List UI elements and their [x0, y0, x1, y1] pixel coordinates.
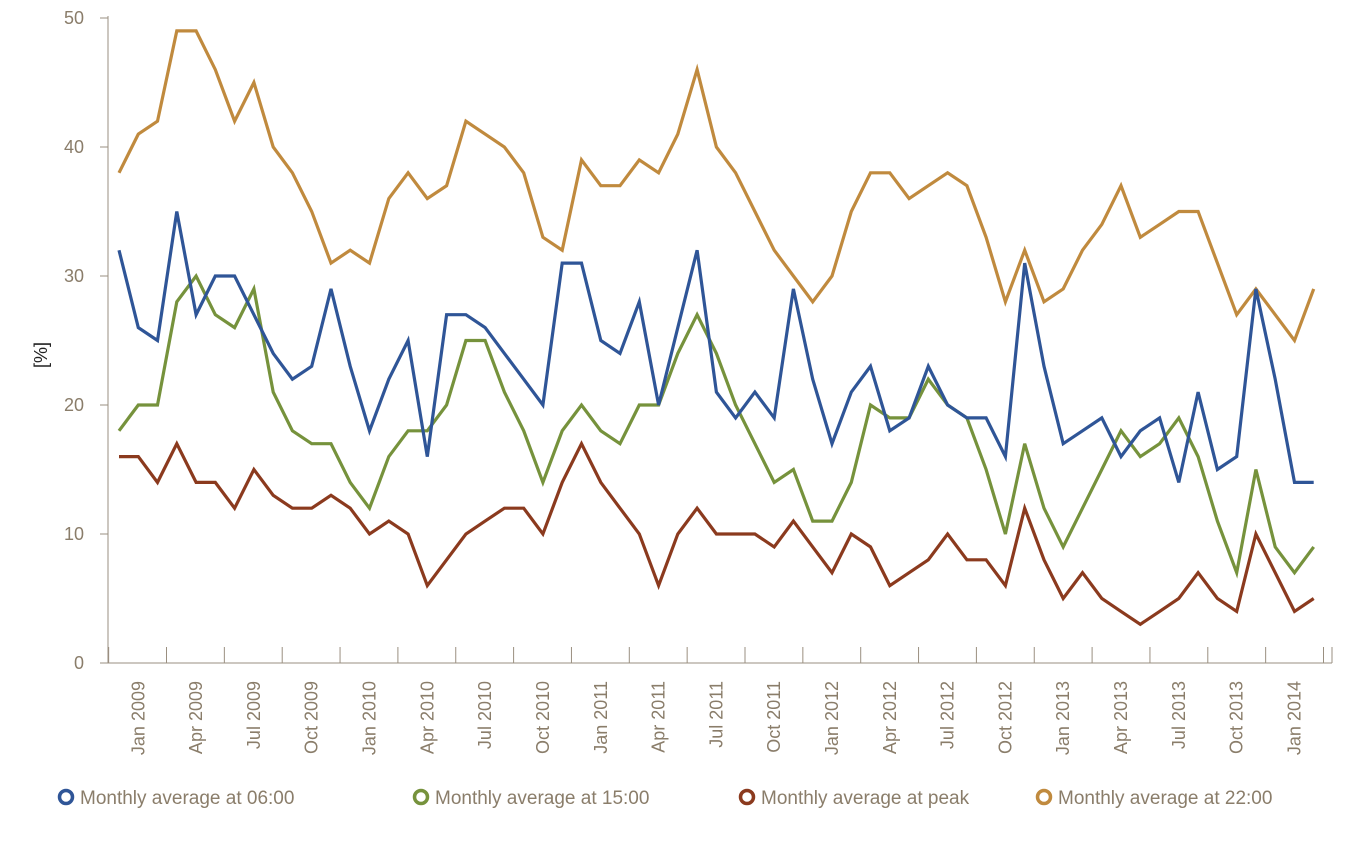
y-tick-label: 0 — [74, 653, 84, 673]
x-tick-label: Jan 2014 — [1284, 681, 1304, 755]
x-axis: Jan 2009 Apr 2009 Jul 2009 Oct 2009 Jan 2010… — [108, 647, 1333, 755]
x-tick-label: Apr 2012 — [880, 681, 900, 754]
x-tick-label: Apr 2011 — [649, 681, 669, 753]
x-tick-label: Jan 2010 — [360, 681, 380, 755]
x-tick-label: Jan 2011 — [591, 681, 611, 754]
legend-label: Monthly average at 22:00 — [1058, 788, 1272, 809]
legend-item: Monthly average at 15:00 — [412, 788, 649, 809]
series-lines — [117, 29, 1316, 627]
legend-item: Monthly average at peak — [738, 788, 970, 809]
y-axis-label: [%] — [31, 342, 51, 368]
x-tick-label: Oct 2011 — [764, 681, 784, 753]
legend-item: Monthly average at 22:00 — [1035, 788, 1272, 809]
legend-marker-icon — [412, 788, 430, 806]
x-tick-label: Jul 2009 — [244, 681, 264, 749]
series-line-1 — [117, 272, 1315, 579]
legend-label: Monthly average at 06:00 — [80, 788, 294, 809]
y-tick-label: 40 — [64, 137, 84, 157]
x-tick-label: Apr 2013 — [1111, 681, 1131, 754]
x-tick-label: Jan 2013 — [1053, 681, 1073, 755]
y-tick-label: 10 — [64, 524, 84, 544]
series-line-3 — [117, 29, 1316, 344]
x-tick-label: Apr 2010 — [417, 681, 437, 754]
x-tick-label: Oct 2009 — [302, 681, 322, 754]
y-tick-label: 30 — [64, 266, 84, 286]
x-tick-label: Apr 2009 — [186, 681, 206, 754]
y-axis: 0 10 20 30 40 50 — [64, 8, 109, 673]
y-tick-label: 20 — [64, 395, 84, 415]
y-tick-label: 50 — [64, 8, 84, 28]
x-tick-label: Jan 2009 — [128, 681, 148, 755]
series-line-2 — [119, 440, 1315, 627]
x-tick-label: Jul 2011 — [706, 681, 726, 748]
x-tick-label: Jan 2012 — [822, 681, 842, 755]
x-tick-label: Oct 2010 — [533, 681, 553, 754]
legend-label: Monthly average at peak — [761, 788, 970, 809]
legend-marker-icon — [1035, 788, 1053, 806]
x-tick-label: Oct 2012 — [995, 681, 1015, 754]
legend-item: Monthly average at 06:00 — [57, 788, 294, 809]
legend-marker-icon — [738, 788, 756, 806]
legend-marker-icon — [57, 788, 75, 806]
x-tick-label: Jul 2013 — [1169, 681, 1189, 749]
x-tick-label: Jul 2012 — [938, 681, 958, 749]
x-tick-label: Oct 2013 — [1227, 681, 1247, 754]
series-line-0 — [117, 211, 1314, 484]
legend: Monthly average at 06:00 Monthly average … — [57, 788, 1272, 809]
legend-label: Monthly average at 15:00 — [435, 788, 649, 809]
x-tick-label: Jul 2010 — [475, 681, 495, 749]
